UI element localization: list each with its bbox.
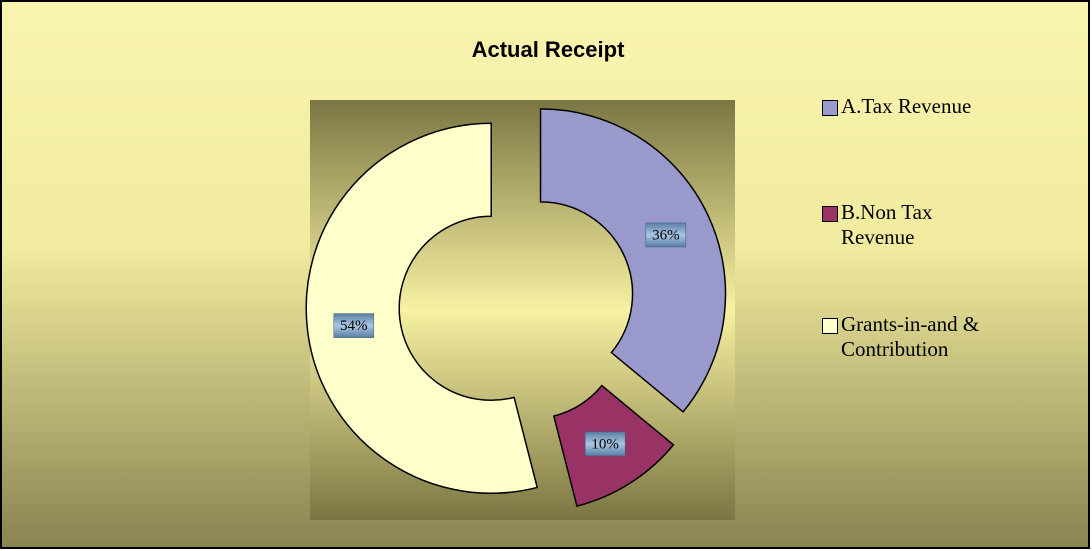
legend-label: A.Tax Revenue	[841, 94, 972, 118]
data-label: 54%	[340, 318, 368, 334]
doughnut-segment	[539, 108, 727, 413]
chart-title: Actual Receipt	[472, 37, 625, 62]
data-label: 36%	[652, 227, 680, 243]
legend-swatch	[822, 318, 838, 334]
data-label-box	[584, 431, 626, 457]
legend-label: B.Non Tax Revenue	[841, 200, 933, 249]
legend-entry: B.Non Tax Revenue	[822, 200, 991, 250]
legend-entry: Grants-in-and & Contribution	[822, 312, 991, 362]
legend-swatch	[822, 206, 838, 222]
legend-label: Grants-in-and & Contribution	[841, 312, 980, 361]
legend-entry: A.Tax Revenue	[822, 94, 991, 119]
data-label-box	[333, 313, 375, 338]
legend-swatch	[822, 100, 838, 116]
doughnut-segment	[305, 122, 539, 495]
data-label-box	[645, 222, 687, 248]
data-label: 10%	[591, 436, 619, 452]
